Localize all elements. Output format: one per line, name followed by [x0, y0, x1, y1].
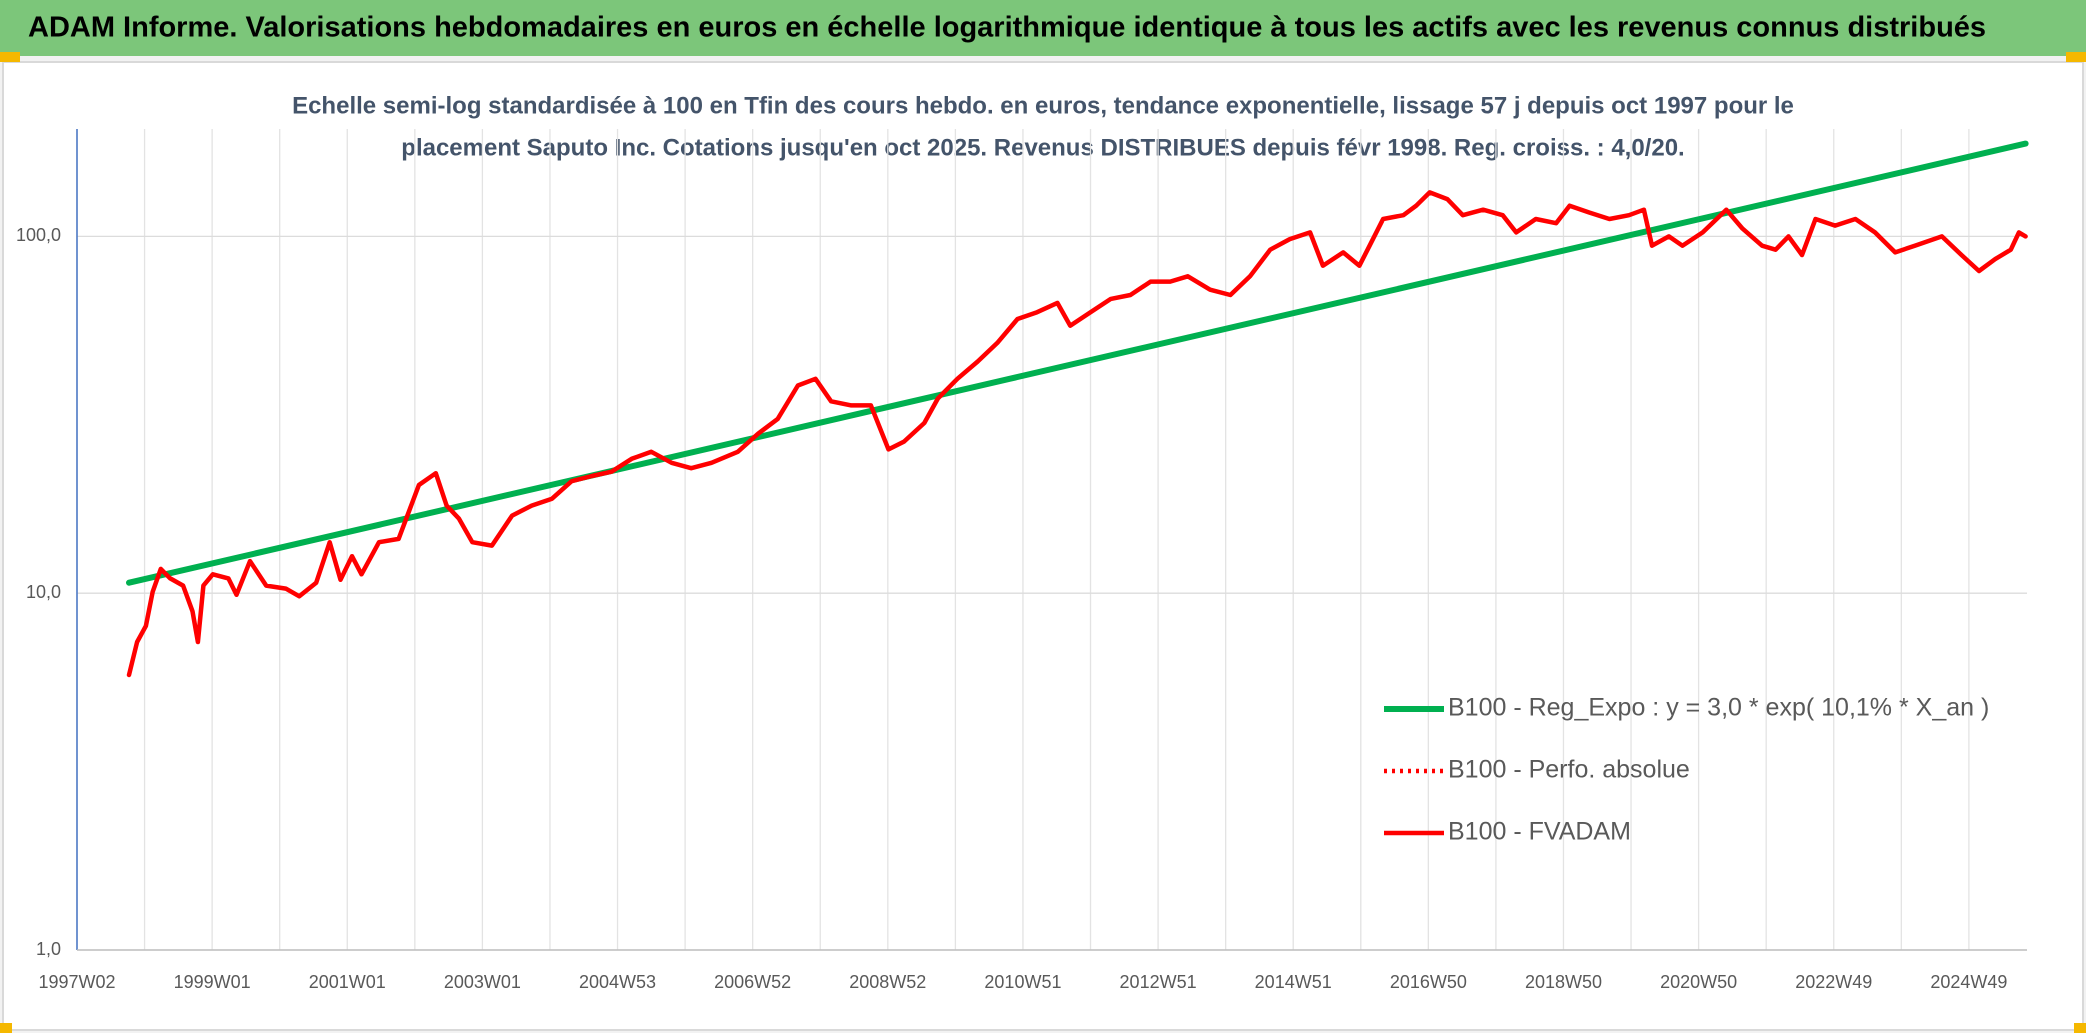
x-tick-label: 2016W50 [1390, 972, 1467, 992]
x-tick-label: 2001W01 [309, 972, 386, 992]
corner-mark [0, 1023, 12, 1033]
x-tick-label: 2024W49 [1930, 972, 2007, 992]
x-tick-label: 1999W01 [174, 972, 251, 992]
chart-subtitle: placement Saputo Inc. Cotations jusqu'en… [401, 134, 1684, 161]
title-bar [0, 0, 2086, 56]
x-tick-label: 2006W52 [714, 972, 791, 992]
x-tick-label: 2008W52 [849, 972, 926, 992]
legend-label: B100 - FVADAM [1448, 818, 1631, 846]
y-tick-label: 100,0 [16, 225, 61, 245]
y-tick-label: 1,0 [36, 939, 61, 959]
chart-subtitle: Echelle semi-log standardisée à 100 en T… [292, 92, 1794, 119]
x-tick-label: 2010W51 [984, 972, 1061, 992]
y-tick-label: 10,0 [26, 582, 61, 602]
x-tick-label: 2020W50 [1660, 972, 1737, 992]
legend-label: B100 - Reg_Expo : y = 3,0 * exp( 10,1% *… [1448, 694, 1989, 722]
x-tick-label: 1997W02 [38, 972, 115, 992]
corner-mark [2066, 52, 2086, 62]
series-line [126, 190, 2028, 678]
series-line [126, 140, 2029, 586]
chart-title: ADAM Informe. Valorisations hebdomadaire… [28, 12, 1986, 44]
corner-mark [2074, 1023, 2086, 1033]
legend-label: B100 - Perfo. absolue [1448, 756, 1690, 784]
x-tick-label: 2022W49 [1795, 972, 1872, 992]
x-tick-label: 2004W53 [579, 972, 656, 992]
x-tick-label: 2012W51 [1120, 972, 1197, 992]
x-tick-label: 2018W50 [1525, 972, 1602, 992]
x-tick-label: 2014W51 [1255, 972, 1332, 992]
x-tick-label: 2003W01 [444, 972, 521, 992]
corner-mark [0, 52, 20, 62]
chart-area [2, 61, 2084, 1031]
